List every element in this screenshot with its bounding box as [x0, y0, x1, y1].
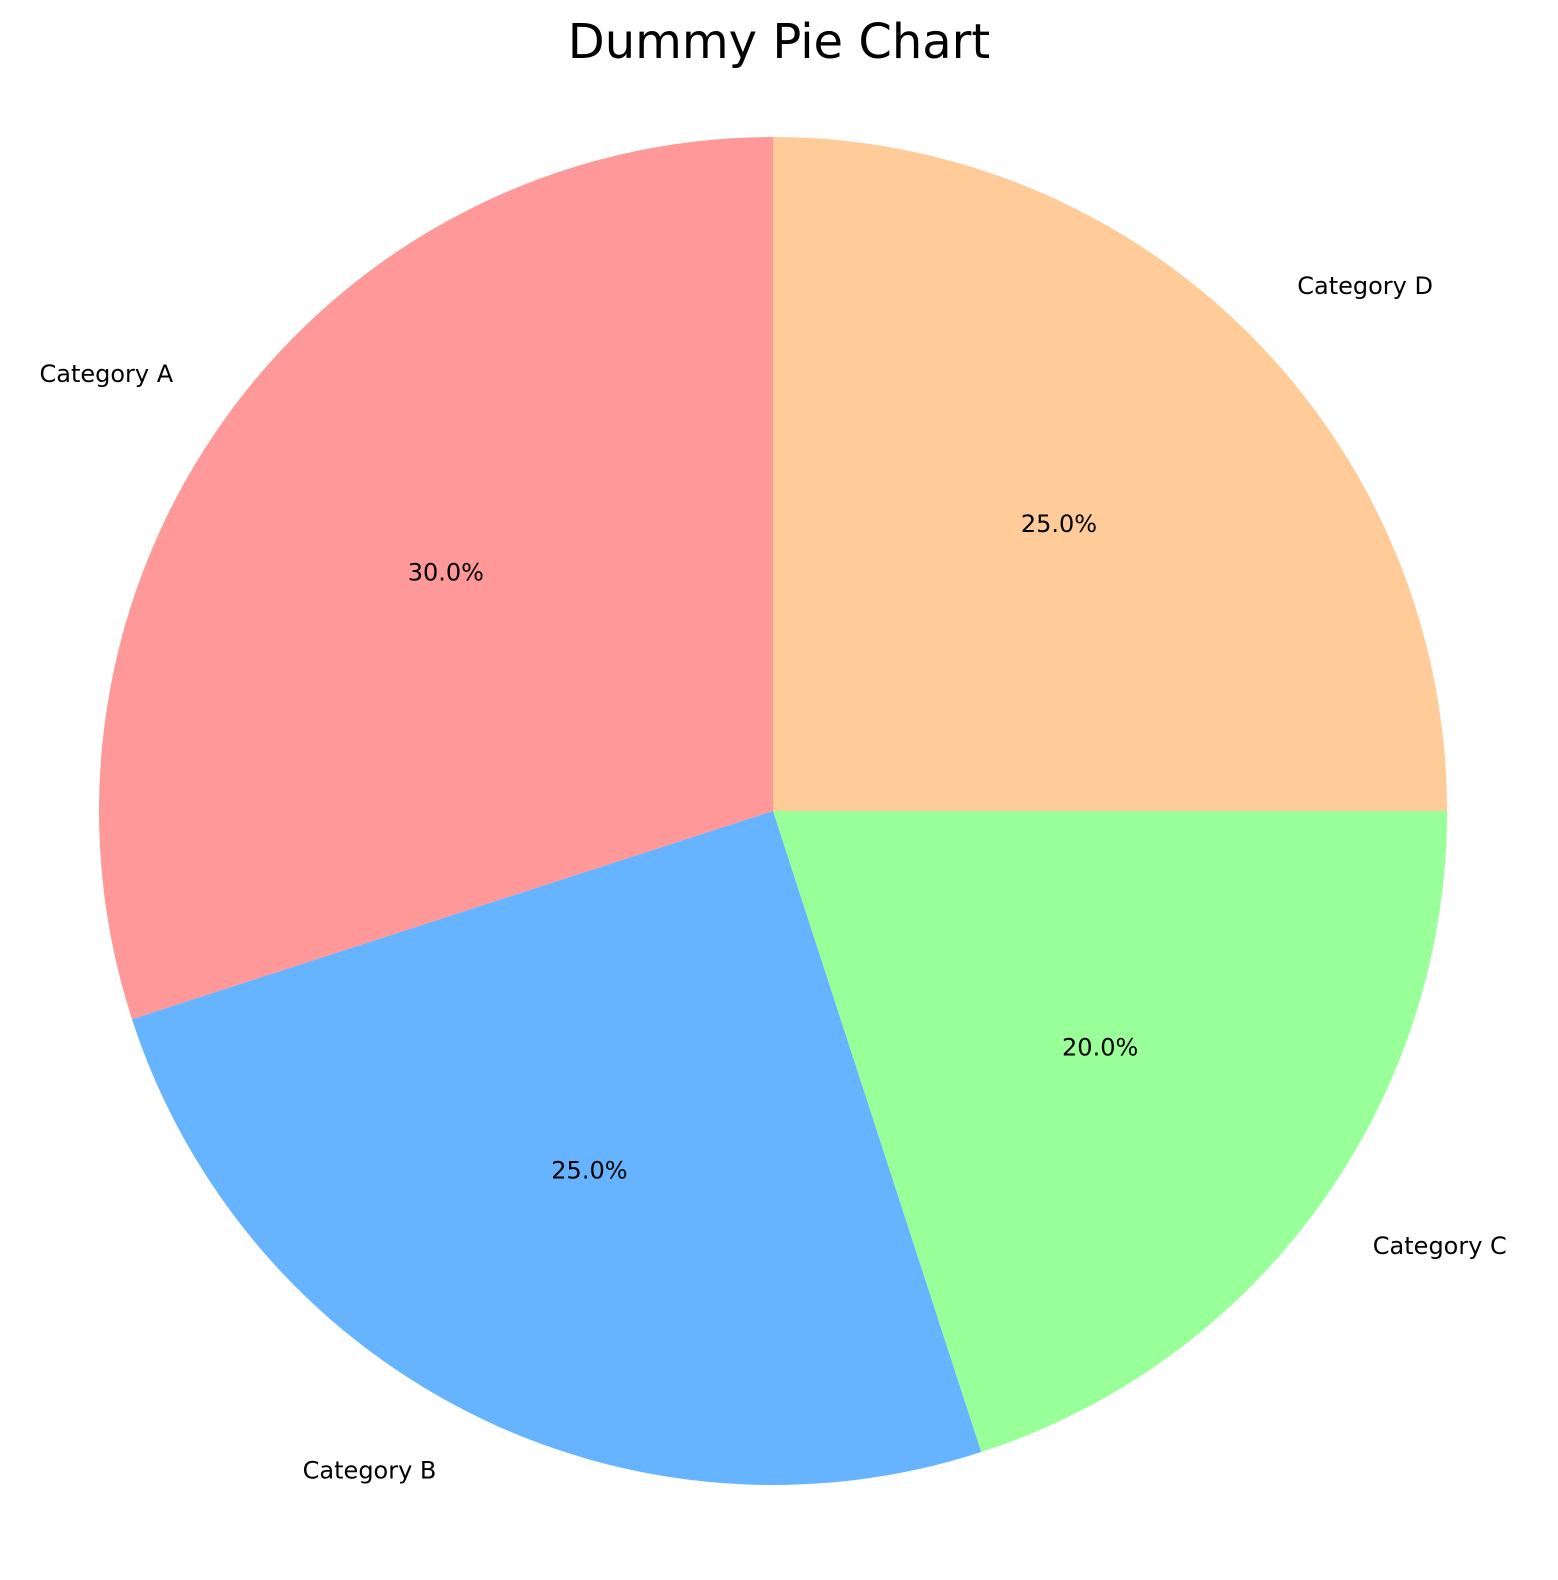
chart-title: Dummy Pie Chart: [567, 14, 991, 70]
slice-percent-category-b: 25.0%: [551, 1156, 627, 1184]
slice-percent-category-a: 30.0%: [408, 558, 484, 586]
pie-slice-category-b: [131, 811, 982, 1485]
slice-percent-category-c: 20.0%: [1062, 1034, 1138, 1062]
slice-label-category-c: Category C: [1373, 1232, 1507, 1260]
pie-slices: [98, 137, 1447, 1485]
pie-labels: Category A 30.0% Category B 25.0% Category C…: [40, 272, 1507, 1485]
slice-label-category-a: Category A: [40, 360, 174, 388]
pie-slice-category-a: [98, 137, 773, 1020]
slice-label-category-d: Category D: [1297, 272, 1433, 300]
pie-slice-category-c: [773, 811, 1447, 1453]
pie-slice-category-d: [773, 137, 1447, 811]
slice-label-category-b: Category B: [303, 1457, 437, 1485]
slice-percent-category-d: 25.0%: [1021, 510, 1097, 538]
